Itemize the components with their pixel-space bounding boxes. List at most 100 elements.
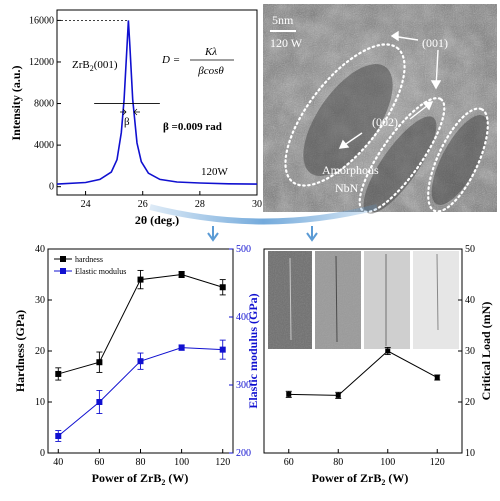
elastic-series bbox=[55, 339, 226, 442]
tem-crystal-regions bbox=[303, 64, 489, 214]
hardness-point bbox=[178, 271, 185, 278]
critical-load-x-tick-label: 60 bbox=[284, 457, 294, 468]
hardness-y-tick-label: 40 bbox=[35, 244, 45, 255]
hardness-y-tick-label: 20 bbox=[35, 346, 45, 357]
critical-load-panel: 10 20 30 40 50 60 80 100 120 Critical Load (mN)… bbox=[263, 244, 493, 487]
scherrer-equation: D = Kλ βcosθ bbox=[161, 46, 234, 77]
xrd-y-ticks: 0 4000 8000 12000 16000 bbox=[29, 15, 61, 193]
tem-dotted-outline-right bbox=[427, 107, 489, 213]
elastic-point bbox=[137, 358, 144, 365]
hardness-y-tick-label: 10 bbox=[35, 397, 45, 408]
xrd-x-tick-label: 26 bbox=[138, 199, 148, 210]
hardness-x-tick-label: 120 bbox=[215, 457, 230, 468]
scratch-images bbox=[268, 251, 459, 349]
critical-load-y-tick-label: 40 bbox=[465, 295, 475, 306]
critical-load-x-tick-label: 80 bbox=[333, 457, 343, 468]
critical-load-line bbox=[288, 350, 438, 396]
xrd-x-tick-label: 24 bbox=[81, 199, 91, 210]
scratch-image-80w-texture bbox=[315, 251, 361, 349]
hardness-legend: hardness Elastic modulus bbox=[54, 255, 126, 276]
critical-load-x-ticks: 60 80 100 120 bbox=[284, 449, 445, 468]
hardness-point bbox=[137, 276, 144, 283]
scratch-image-120w bbox=[413, 251, 459, 349]
critical-load-point bbox=[385, 348, 391, 354]
hardness-y-tick-label: 30 bbox=[35, 295, 45, 306]
connector-arc bbox=[149, 204, 378, 225]
equation-numerator: Kλ bbox=[204, 46, 217, 58]
hardness-y-axis-label: Hardness (GPa) bbox=[13, 310, 27, 392]
xrd-plot-frame bbox=[56, 9, 258, 196]
xrd-x-tick-label: 28 bbox=[195, 199, 205, 210]
critical-load-x-tick-label: 120 bbox=[430, 457, 445, 468]
tem-dotted-outline-middle bbox=[358, 97, 446, 213]
connector-arrow-left bbox=[207, 226, 219, 242]
hardness-x-ticks: 40 60 80 100 120 bbox=[53, 449, 230, 468]
hardness-series bbox=[55, 269, 226, 381]
hardness-point bbox=[219, 284, 226, 291]
elastic-y-tick-label: 500 bbox=[236, 244, 251, 255]
hardness-x-tick-label: 60 bbox=[94, 457, 104, 468]
xrd-y-tick-label: 16000 bbox=[29, 15, 54, 26]
connector-arrow-right bbox=[306, 226, 318, 242]
tem-dotted-outline-left bbox=[284, 43, 406, 187]
beta-arrow-right bbox=[133, 108, 140, 116]
tem-noise bbox=[263, 4, 497, 212]
critical-load-y-tick-label: 30 bbox=[465, 346, 475, 357]
critical-load-point bbox=[434, 375, 440, 381]
scratch-track-80w bbox=[335, 255, 338, 343]
legend-elastic-label: Elastic modulus bbox=[75, 267, 126, 276]
equation-denominator: βcosθ bbox=[197, 65, 224, 77]
xrd-y-axis-label: Intensity (a.u.) bbox=[9, 65, 23, 140]
beta-arrow-left bbox=[120, 108, 127, 116]
elastic-y-axis-label: Elastic modulus (GPa) bbox=[246, 293, 260, 408]
elastic-point bbox=[96, 399, 103, 405]
xrd-y-tick-label: 12000 bbox=[29, 57, 54, 68]
xrd-x-tick-label: 30 bbox=[252, 199, 262, 210]
tem-scale-text: 5nm bbox=[272, 13, 294, 27]
hardness-point bbox=[96, 359, 103, 366]
equation-lhs: D = bbox=[161, 54, 180, 66]
critical-load-y-tick-label: 10 bbox=[465, 448, 475, 459]
xrd-power-label: 120W bbox=[201, 166, 229, 178]
hardness-y-ticks: 0 10 20 30 40 bbox=[35, 244, 52, 459]
elastic-y-ticks: 200 300 400 500 bbox=[229, 244, 251, 459]
elastic-point bbox=[219, 346, 226, 353]
critical-load-x-tick-label: 100 bbox=[380, 457, 395, 468]
xrd-y-tick-label: 0 bbox=[49, 182, 54, 193]
hardness-x-tick-label: 40 bbox=[53, 457, 63, 468]
tem-label-nbn: NbN bbox=[335, 181, 359, 195]
elastic-point bbox=[55, 433, 62, 439]
xrd-panel: 0 4000 8000 12000 16000 24 26 28 30 ZrB2(001) β… bbox=[9, 9, 262, 227]
hardness-point bbox=[55, 370, 62, 377]
legend-hardness-label: hardness bbox=[75, 255, 103, 264]
critical-load-y-ticks: 10 20 30 40 50 bbox=[458, 244, 475, 459]
xrd-x-ticks: 24 26 28 30 bbox=[81, 191, 262, 210]
tem-arrows bbox=[338, 30, 442, 149]
elastic-y-tick-label: 300 bbox=[236, 380, 251, 391]
scratch-track-120w bbox=[436, 253, 439, 331]
xrd-curve bbox=[56, 20, 258, 185]
elastic-y-tick-label: 200 bbox=[236, 448, 251, 459]
hardness-panel: 0 10 20 30 40 200 300 400 500 40 60 80 100 120 hard… bbox=[13, 244, 260, 487]
elastic-point bbox=[178, 344, 185, 351]
tem-label-002: (002) bbox=[372, 115, 398, 129]
critical-load-y-tick-label: 50 bbox=[465, 244, 475, 255]
tem-label-001: (001) bbox=[422, 36, 448, 50]
xrd-y-tick-label: 4000 bbox=[34, 140, 54, 151]
scratch-track-60w bbox=[289, 257, 292, 341]
critical-load-series bbox=[285, 346, 441, 399]
xrd-peak-label: ZrB2(001) bbox=[72, 59, 118, 73]
xrd-y-tick-label: 8000 bbox=[34, 99, 54, 110]
xrd-x-axis-label: 2θ (deg.) bbox=[135, 213, 179, 227]
hardness-x-tick-label: 100 bbox=[174, 457, 189, 468]
critical-load-y-tick-label: 20 bbox=[465, 397, 475, 408]
legend-hardness-marker bbox=[60, 256, 66, 262]
hardness-x-axis-label: Power of ZrB2 (W) bbox=[92, 471, 189, 487]
tem-power-text: 120 W bbox=[270, 36, 303, 50]
legend-elastic-marker bbox=[60, 268, 66, 274]
tem-image-panel: 5nm 120 W (001) (002) Amorphous NbN bbox=[263, 4, 497, 214]
critical-load-x-axis-label: Power of ZrB2 (W) bbox=[312, 471, 409, 487]
tem-label-amorphous: Amorphous bbox=[322, 163, 379, 177]
xrd-beta-value: β =0.009 rad bbox=[163, 121, 222, 133]
scratch-image-100w bbox=[364, 251, 410, 349]
